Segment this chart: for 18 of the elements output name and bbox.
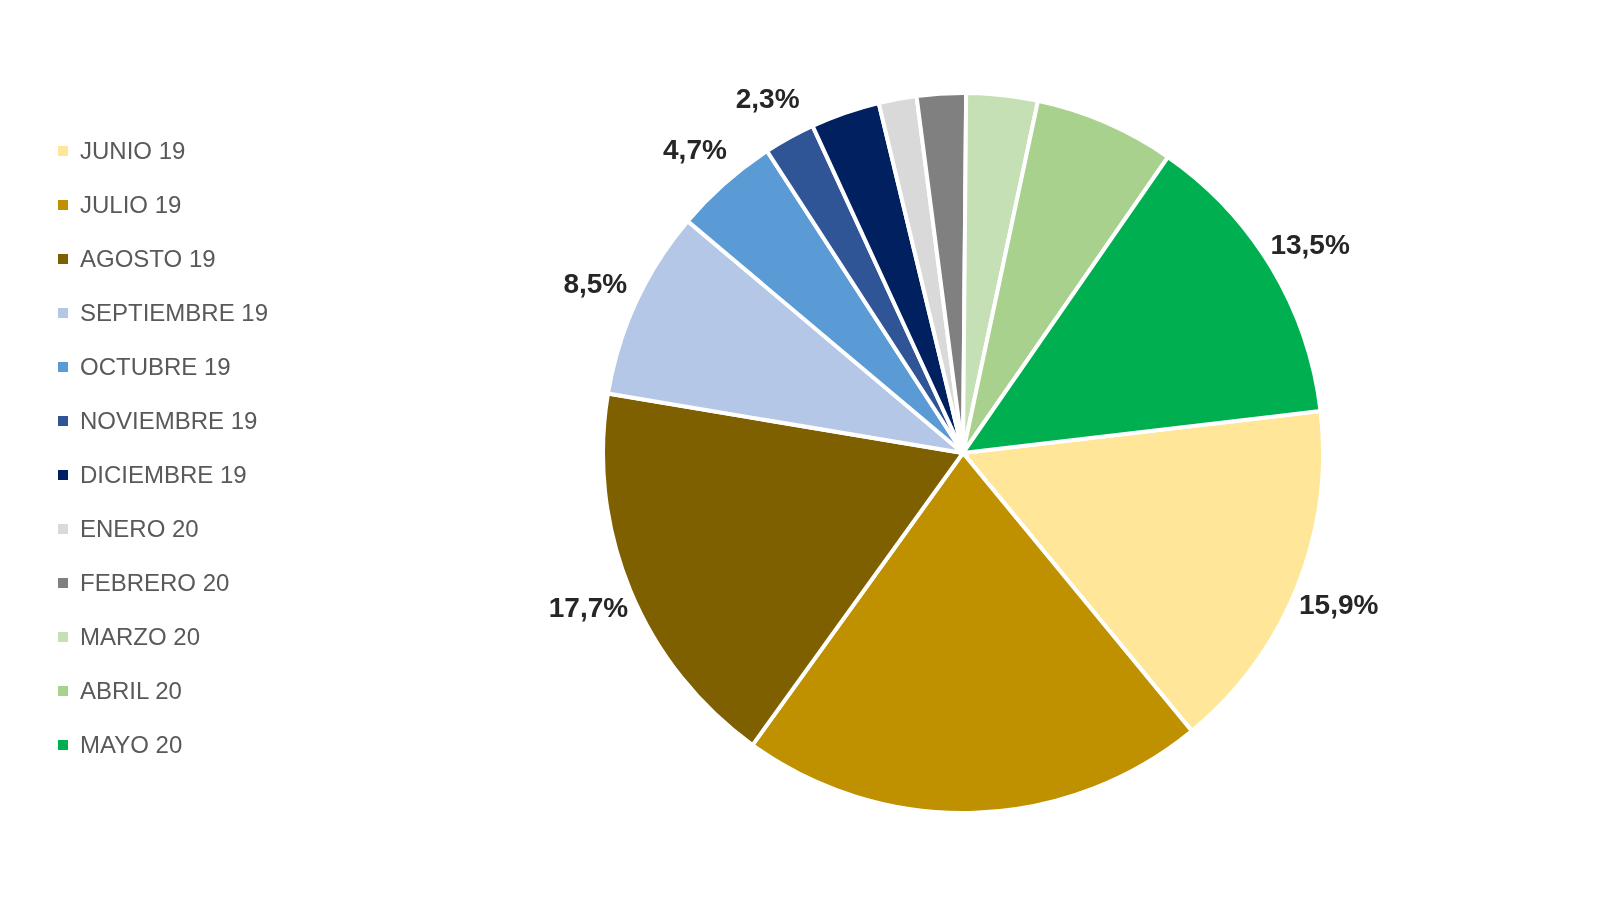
legend-label: AGOSTO 19 xyxy=(80,245,216,273)
data-label: 2,3% xyxy=(735,82,800,114)
data-label: 17,7% xyxy=(548,591,629,623)
legend-label: ENERO 20 xyxy=(80,515,199,543)
legend-label: MARZO 20 xyxy=(80,623,201,651)
data-label: 13,5% xyxy=(1270,228,1350,260)
legend-label: ABRIL 20 xyxy=(80,677,182,705)
legend-label: FEBRERO 20 xyxy=(80,569,230,597)
data-label: 15,9% xyxy=(1299,588,1379,620)
legend-label: NOVIEMBRE 19 xyxy=(80,407,258,435)
legend-label: OCTUBRE 19 xyxy=(80,353,231,381)
data-label: 4,7% xyxy=(663,133,727,165)
data-label: 8,5% xyxy=(563,267,628,299)
legend-label: JULIO 19 xyxy=(80,191,182,219)
legend-label: MAYO 20 xyxy=(80,731,183,759)
legend-label: DICIEMBRE 19 xyxy=(80,461,247,489)
legend-label: JUNIO 19 xyxy=(80,137,186,165)
legend-label: SEPTIEMBRE 19 xyxy=(80,299,269,327)
